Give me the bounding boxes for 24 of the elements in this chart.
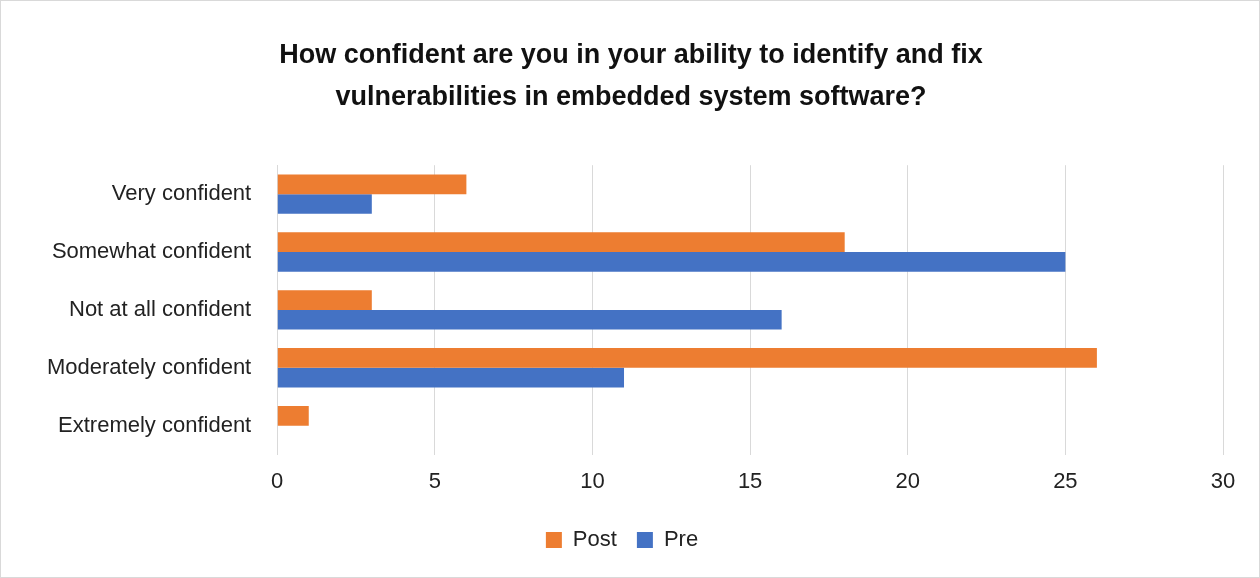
x-tick-label: 25 xyxy=(1053,467,1078,493)
bar xyxy=(277,194,372,214)
bar xyxy=(277,348,1097,368)
x-tick-label: 0 xyxy=(271,467,284,493)
y-tick-label: Very confident xyxy=(111,180,252,206)
bar xyxy=(277,174,467,195)
x-tick-label: 15 xyxy=(737,467,763,493)
x-tick-label: 5 xyxy=(428,467,441,493)
bar xyxy=(277,405,309,426)
chart-title: How confident are you in your ability to identify and fix vulnerabilities in embedded system software? xyxy=(278,38,984,113)
y-tick-label: Extremely confident xyxy=(58,411,252,437)
x-tick-label: 10 xyxy=(580,467,605,493)
legend-label: Pre xyxy=(663,526,699,552)
y-tick-label: Somewhat confident xyxy=(51,238,252,264)
x-tick-label: 30 xyxy=(1210,467,1236,493)
bar xyxy=(277,367,625,388)
y-tick-label: Moderately confident xyxy=(47,353,252,379)
bar xyxy=(277,290,372,310)
x-tick-label: 20 xyxy=(895,467,920,493)
legend-label: Post xyxy=(572,526,617,552)
bar xyxy=(277,232,845,253)
bar xyxy=(277,252,1066,272)
y-tick-label: Not at all confident xyxy=(69,295,252,321)
bar xyxy=(277,309,782,330)
